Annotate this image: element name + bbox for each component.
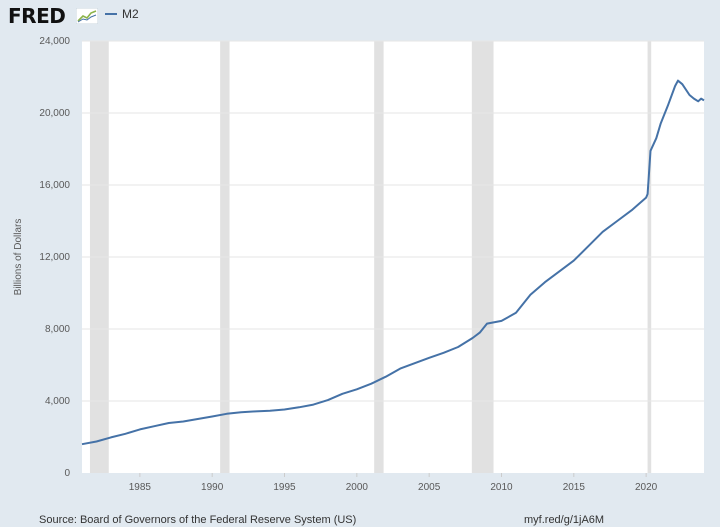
x-tick-label: 2010	[490, 482, 513, 493]
y-tick-label: 12,000	[39, 252, 70, 263]
series-layer	[81, 79, 705, 446]
x-tick-label: 2005	[418, 482, 441, 493]
source-note: Source: Board of Governors of the Federa…	[39, 514, 357, 526]
x-tick-label: 1990	[201, 482, 224, 493]
x-tick-label: 2000	[346, 482, 369, 493]
legend-label: M2	[122, 7, 139, 21]
y-axis-ticks: 0 4,000 8,000 12,000 16,000 20,000 24,000	[39, 36, 70, 479]
x-tick-label: 1985	[129, 482, 152, 493]
legend-swatch	[105, 13, 117, 15]
fred-logo: FRED	[8, 4, 66, 28]
x-tick-label: 2020	[635, 482, 658, 493]
x-tick-label: 1995	[273, 482, 296, 493]
y-axis-label: Billions of Dollars	[13, 219, 24, 296]
x-axis-ticks: 1985 1990 1995 2000 2005 2010 2015 2020	[129, 473, 658, 493]
y-tick-label: 0	[64, 468, 70, 479]
series-line-m2	[81, 79, 705, 446]
y-tick-label: 20,000	[39, 108, 70, 119]
x-tick-label: 2015	[563, 482, 586, 493]
y-tick-label: 24,000	[39, 36, 70, 47]
y-tick-label: 8,000	[45, 324, 70, 335]
chart-logo-icon	[76, 8, 98, 24]
short-link[interactable]: myf.red/g/1jA6M	[524, 514, 605, 526]
y-tick-label: 16,000	[39, 180, 70, 191]
y-tick-label: 4,000	[45, 396, 70, 407]
gridlines	[82, 40, 704, 402]
legend: M2	[105, 7, 139, 21]
